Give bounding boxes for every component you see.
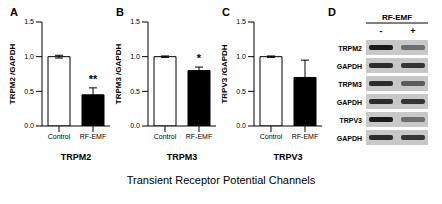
svg-text:TRPM3 /GAPDH: TRPM3 /GAPDH	[114, 44, 123, 105]
svg-text:-: -	[380, 26, 383, 36]
svg-text:Control: Control	[48, 133, 71, 140]
svg-text:0.5: 0.5	[24, 88, 34, 95]
svg-text:0.5: 0.5	[236, 88, 246, 95]
svg-text:1.0: 1.0	[130, 53, 140, 60]
svg-text:0.5: 0.5	[130, 88, 140, 95]
html-text:Transient Receptor Potential C: Transient Receptor Potential Channels	[126, 174, 316, 186]
svg-text:RF-EMF: RF-EMF	[186, 133, 212, 140]
svg-text:TRPM3: TRPM3	[338, 81, 362, 88]
svg-text:Control: Control	[260, 133, 283, 140]
svg-text:+: +	[410, 26, 415, 36]
svg-text:TRPM2: TRPM2	[61, 152, 92, 160]
svg-text:GAPDH: GAPDH	[337, 135, 362, 142]
svg-text:TRPV3: TRPV3	[339, 117, 362, 124]
svg-text:TRPM3: TRPM3	[167, 152, 198, 160]
svg-text:*: *	[197, 52, 202, 64]
svg-text:TRPM2 /GAPDH: TRPM2 /GAPDH	[8, 44, 17, 105]
svg-text:Control: Control	[154, 133, 177, 140]
html-text:C: C	[222, 6, 230, 18]
svg-text:0.0: 0.0	[236, 122, 246, 129]
svg-text:**: **	[89, 73, 98, 85]
svg-text:TRPV3 /GAPDH: TRPV3 /GAPDH	[220, 44, 229, 103]
svg-text:TRPM2: TRPM2	[338, 45, 362, 52]
svg-text:GAPDH: GAPDH	[337, 99, 362, 106]
svg-text:RF-EMF: RF-EMF	[80, 133, 106, 140]
html-text:A: A	[10, 6, 18, 18]
svg-text:0.0: 0.0	[24, 122, 34, 129]
svg-text:1.5: 1.5	[236, 18, 246, 25]
svg-text:RF-EMF: RF-EMF	[382, 13, 412, 22]
svg-text:GAPDH: GAPDH	[337, 63, 362, 70]
svg-text:1.0: 1.0	[24, 53, 34, 60]
html-text:D: D	[328, 6, 336, 18]
svg-text:0.0: 0.0	[130, 122, 140, 129]
svg-text:1.5: 1.5	[24, 18, 34, 25]
html-text:B: B	[116, 6, 124, 18]
svg-text:1.0: 1.0	[236, 53, 246, 60]
svg-text:TRPV3: TRPV3	[273, 152, 302, 160]
svg-text:1.5: 1.5	[130, 18, 140, 25]
svg-text:RF-EMF: RF-EMF	[292, 133, 318, 140]
